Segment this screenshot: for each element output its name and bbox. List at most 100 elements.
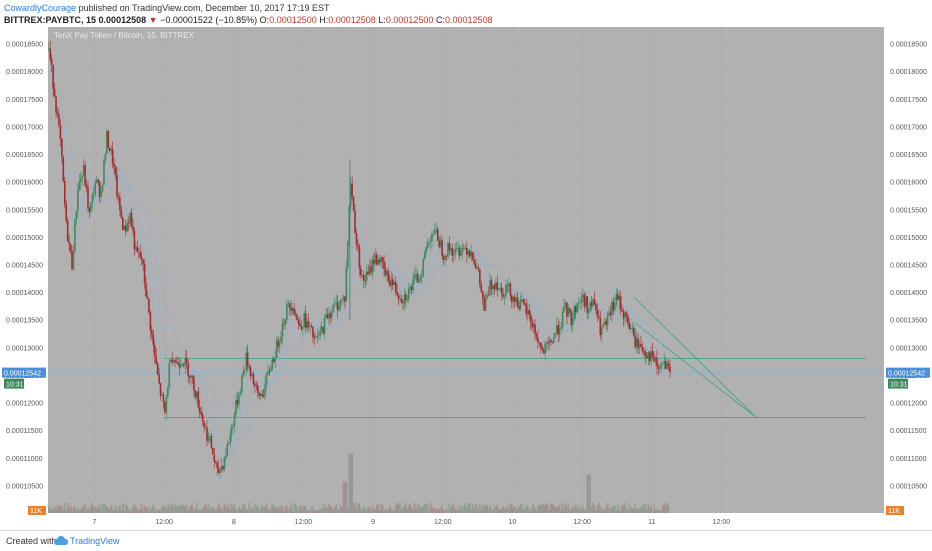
- candle-body: [62, 157, 65, 182]
- candle-body: [635, 338, 638, 348]
- candle-body: [473, 259, 475, 264]
- volume-bar: [580, 507, 583, 513]
- volume-bar: [631, 507, 634, 513]
- volume-bar: [618, 510, 620, 513]
- volume-bar: [61, 506, 63, 513]
- volume-bar: [657, 510, 660, 513]
- volume-bar: [444, 510, 446, 513]
- price-badge-left: [2, 367, 46, 378]
- candle-body: [291, 308, 294, 311]
- chart-area[interactable]: TenX Pay Token / Bitcoin, 15, BITTREX 0.…: [0, 27, 932, 530]
- volume-bar: [94, 507, 97, 513]
- price-chart[interactable]: TenX Pay Token / Bitcoin, 15, BITTREX 0.…: [0, 27, 932, 530]
- tradingview-brand-link[interactable]: TradingView: [70, 536, 120, 546]
- volume-bar: [567, 502, 570, 513]
- candle-body: [535, 334, 538, 338]
- candle-body: [580, 297, 583, 303]
- moving-average-line: [59, 88, 670, 467]
- volume-bar: [108, 509, 111, 513]
- volume-bar: [376, 505, 378, 513]
- volume-bar: [246, 509, 249, 513]
- volume-bar: [148, 510, 150, 513]
- volume-bar: [206, 508, 208, 513]
- candle-body: [516, 297, 519, 307]
- candle-body: [271, 359, 274, 370]
- candle-body: [393, 281, 396, 286]
- volume-bar: [127, 508, 130, 513]
- candle-body: [540, 343, 542, 348]
- volume-bar: [547, 504, 549, 513]
- volume-bar: [415, 508, 417, 513]
- volume-bar: [332, 510, 335, 513]
- volume-bar: [172, 506, 175, 513]
- volume-bar: [509, 502, 512, 513]
- candle-body: [78, 182, 81, 191]
- volume-bar: [316, 509, 319, 513]
- y-tick-label-left: 0.00017000: [6, 124, 43, 131]
- candle-body: [558, 328, 561, 335]
- volume-bar: [312, 506, 314, 513]
- created-with-text: Created with: [6, 536, 57, 546]
- candle-body: [338, 306, 340, 311]
- volume-bar: [137, 510, 140, 513]
- candle-body: [97, 179, 99, 182]
- volume-bar: [286, 505, 288, 513]
- volume-bar: [381, 505, 384, 513]
- candle-body: [651, 350, 654, 358]
- volume-bar: [390, 508, 393, 513]
- candle-body: [645, 355, 648, 358]
- candle-body: [667, 363, 670, 367]
- volume-bar: [474, 504, 477, 513]
- x-tick-label: 12:00: [434, 519, 452, 526]
- volume-bar: [169, 507, 172, 513]
- author-link[interactable]: CowardlyCourage: [4, 3, 77, 13]
- volume-bar: [569, 510, 571, 513]
- volume-bar: [113, 510, 115, 513]
- volume-bar: [209, 510, 211, 513]
- candle-body: [286, 303, 288, 320]
- volume-bar: [259, 507, 262, 513]
- volume-bar: [393, 510, 396, 513]
- candle-body: [512, 297, 515, 302]
- volume-bar: [129, 509, 131, 513]
- volume-bar: [290, 502, 292, 513]
- volume-bar: [535, 509, 538, 513]
- candle-body: [653, 357, 655, 362]
- candle-body: [270, 369, 272, 372]
- volume-bar: [609, 508, 612, 513]
- candle-body: [458, 247, 461, 256]
- volume-bar: [476, 505, 478, 513]
- candle-body: [574, 306, 577, 313]
- candle-body: [84, 164, 86, 186]
- candle-body: [660, 363, 663, 369]
- candle-body: [444, 255, 446, 261]
- volume-bar: [445, 508, 448, 513]
- volume-bar: [355, 508, 358, 513]
- candle-body: [399, 298, 401, 300]
- candle-body: [499, 287, 501, 290]
- candle-body: [470, 252, 472, 257]
- candle-body: [654, 357, 657, 362]
- volume-bar: [162, 506, 165, 513]
- volume-bar: [576, 508, 578, 513]
- candle-body: [483, 297, 486, 311]
- candle-body: [293, 308, 295, 314]
- volume-bar: [583, 510, 586, 513]
- volume-bar: [368, 506, 371, 513]
- y-tick-label-left: 0.00017500: [6, 97, 43, 104]
- y-tick-label-right: 0.00015500: [890, 207, 927, 214]
- candle-body: [666, 363, 668, 369]
- candle-body: [261, 393, 263, 397]
- volume-bar: [310, 506, 313, 513]
- candle-body: [547, 342, 549, 344]
- candle-body: [126, 223, 128, 232]
- candle-body: [167, 387, 169, 398]
- candle-body: [403, 294, 406, 304]
- candle-body: [376, 254, 378, 265]
- volume-bar: [468, 502, 471, 513]
- volume-bar: [524, 508, 526, 513]
- volume-bar: [132, 506, 134, 513]
- volume-bar: [207, 503, 210, 513]
- candle-body: [255, 385, 258, 386]
- candle-body: [567, 308, 570, 317]
